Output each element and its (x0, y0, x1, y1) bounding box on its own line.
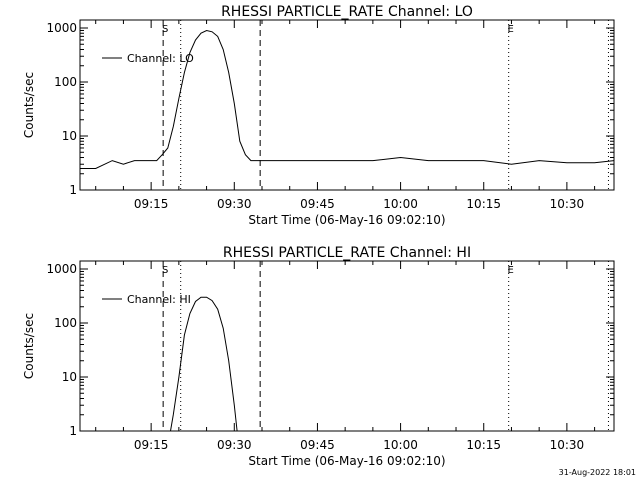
lo-x-tick-label: 09:45 (300, 197, 335, 211)
lo-x-tick-label: 10:30 (550, 197, 585, 211)
hi-y-tick-label: 100 (54, 316, 77, 330)
hi-x-tick-label: 09:15 (134, 438, 169, 452)
chart-panel-lo: RHESSI PARTICLE_RATE Channel: LO Counts/s… (22, 4, 615, 227)
lo-y-axis-label: Counts/sec (22, 72, 36, 138)
lo-y-tick-label: 1000 (46, 21, 77, 35)
hi-x-tick-label: 09:30 (217, 438, 252, 452)
lo-x-tick-label: 09:15 (134, 197, 169, 211)
hi-x-tick-label: 10:15 (466, 438, 501, 452)
lo-x-tick-label: 09:30 (217, 197, 252, 211)
lo-plot-frame (79, 19, 615, 191)
lo-y-tick-label: 1 (69, 183, 77, 197)
lo-marker-label: E (508, 24, 514, 35)
hi-x-axis-label: Start Time (06-May-16 09:02:10) (248, 454, 445, 468)
lo-x-tick-label: 10:15 (466, 197, 501, 211)
hi-marker-label: E (508, 265, 514, 276)
hi-y-axis-label: Counts/sec (22, 313, 36, 379)
hi-series-line (170, 296, 238, 432)
lo-series-line (80, 29, 615, 169)
lo-chart-title: RHESSI PARTICLE_RATE Channel: LO (221, 4, 473, 20)
hi-y-tick-label: 1000 (46, 262, 77, 276)
lo-marker-label: S (162, 24, 168, 35)
chart-panel-hi: RHESSI PARTICLE_RATE Channel: HI Counts/s… (22, 245, 615, 468)
lo-legend-entry: Channel: LO (127, 52, 194, 65)
hi-x-tick-label: 10:30 (550, 438, 585, 452)
footer-timestamp: 31-Aug-2022 18:01 (559, 468, 636, 477)
hi-x-tick-label: 10:00 (383, 438, 418, 452)
hi-y-tick-label: 10 (62, 370, 77, 384)
lo-x-tick-label: 10:00 (383, 197, 418, 211)
lo-x-axis-label: Start Time (06-May-16 09:02:10) (248, 213, 445, 227)
hi-x-tick-label: 09:45 (300, 438, 335, 452)
hi-marker-label: S (162, 265, 168, 276)
hi-plot-frame (79, 260, 615, 432)
hi-y-tick-label: 1 (69, 424, 77, 438)
lo-y-tick-label: 10 (62, 129, 77, 143)
hi-chart-title: RHESSI PARTICLE_RATE Channel: HI (223, 245, 471, 261)
hi-legend-entry: Channel: HI (127, 293, 191, 306)
lo-y-tick-label: 100 (54, 75, 77, 89)
